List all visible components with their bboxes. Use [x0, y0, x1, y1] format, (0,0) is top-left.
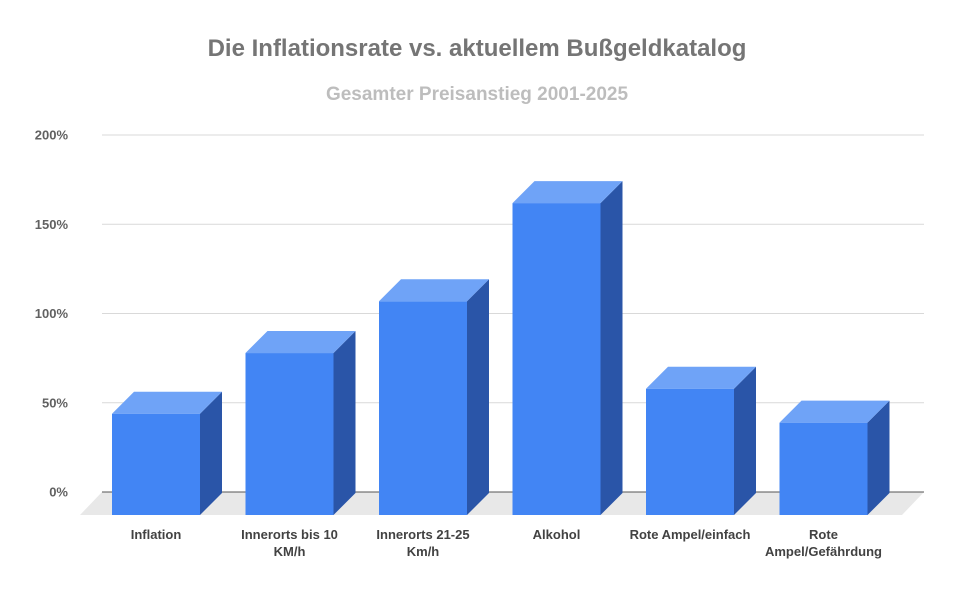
bar — [112, 391, 222, 515]
y-tick-label: 0% — [49, 485, 68, 500]
bar-front — [512, 203, 601, 515]
bar — [245, 331, 356, 515]
bar-front — [245, 353, 334, 515]
bar-side — [867, 400, 890, 515]
bar-front — [112, 413, 200, 515]
x-category-label: KM/h — [274, 544, 306, 559]
y-tick-label: 200% — [35, 128, 69, 143]
x-category-label: Ampel/Gefährdung — [765, 544, 882, 559]
bar — [512, 181, 623, 515]
bar-front — [646, 388, 734, 515]
bar — [379, 279, 489, 515]
bar-side — [467, 279, 489, 515]
bar-top — [245, 331, 356, 354]
x-category-label: Rote Ampel/einfach — [630, 527, 751, 542]
bar-top — [379, 279, 489, 302]
bar — [779, 400, 890, 515]
x-category-label: Rote — [809, 527, 838, 542]
bar-front — [779, 422, 868, 515]
x-axis-category-labels: Inflation Innerorts bis 10 KM/h Innerorts 2… — [131, 527, 882, 559]
bar-top — [112, 391, 222, 414]
x-category-label: Innerorts 21-25 — [376, 527, 469, 542]
bar-side — [200, 391, 222, 515]
bar-top — [779, 400, 890, 423]
bar-top — [512, 181, 623, 204]
y-axis-tick-labels: 0% 50% 100% 150% 200% — [35, 128, 69, 500]
x-category-label: Alkohol — [533, 527, 581, 542]
y-tick-label: 150% — [35, 217, 69, 232]
x-category-label: Inflation — [131, 527, 182, 542]
bars — [112, 181, 890, 515]
bar-side — [734, 366, 756, 515]
bar — [646, 366, 756, 515]
bar-side — [600, 181, 623, 515]
y-tick-label: 100% — [35, 306, 69, 321]
bar-side — [333, 331, 356, 515]
x-category-label: Km/h — [407, 544, 440, 559]
x-category-label: Innerorts bis 10 — [241, 527, 338, 542]
chart-subtitle: Gesamter Preisanstieg 2001-2025 — [326, 84, 629, 105]
bar-top — [646, 366, 756, 389]
chart-title: Die Inflationsrate vs. aktuellem Bußgeld… — [208, 35, 747, 62]
bar-front — [379, 301, 467, 515]
y-tick-label: 50% — [42, 395, 68, 410]
